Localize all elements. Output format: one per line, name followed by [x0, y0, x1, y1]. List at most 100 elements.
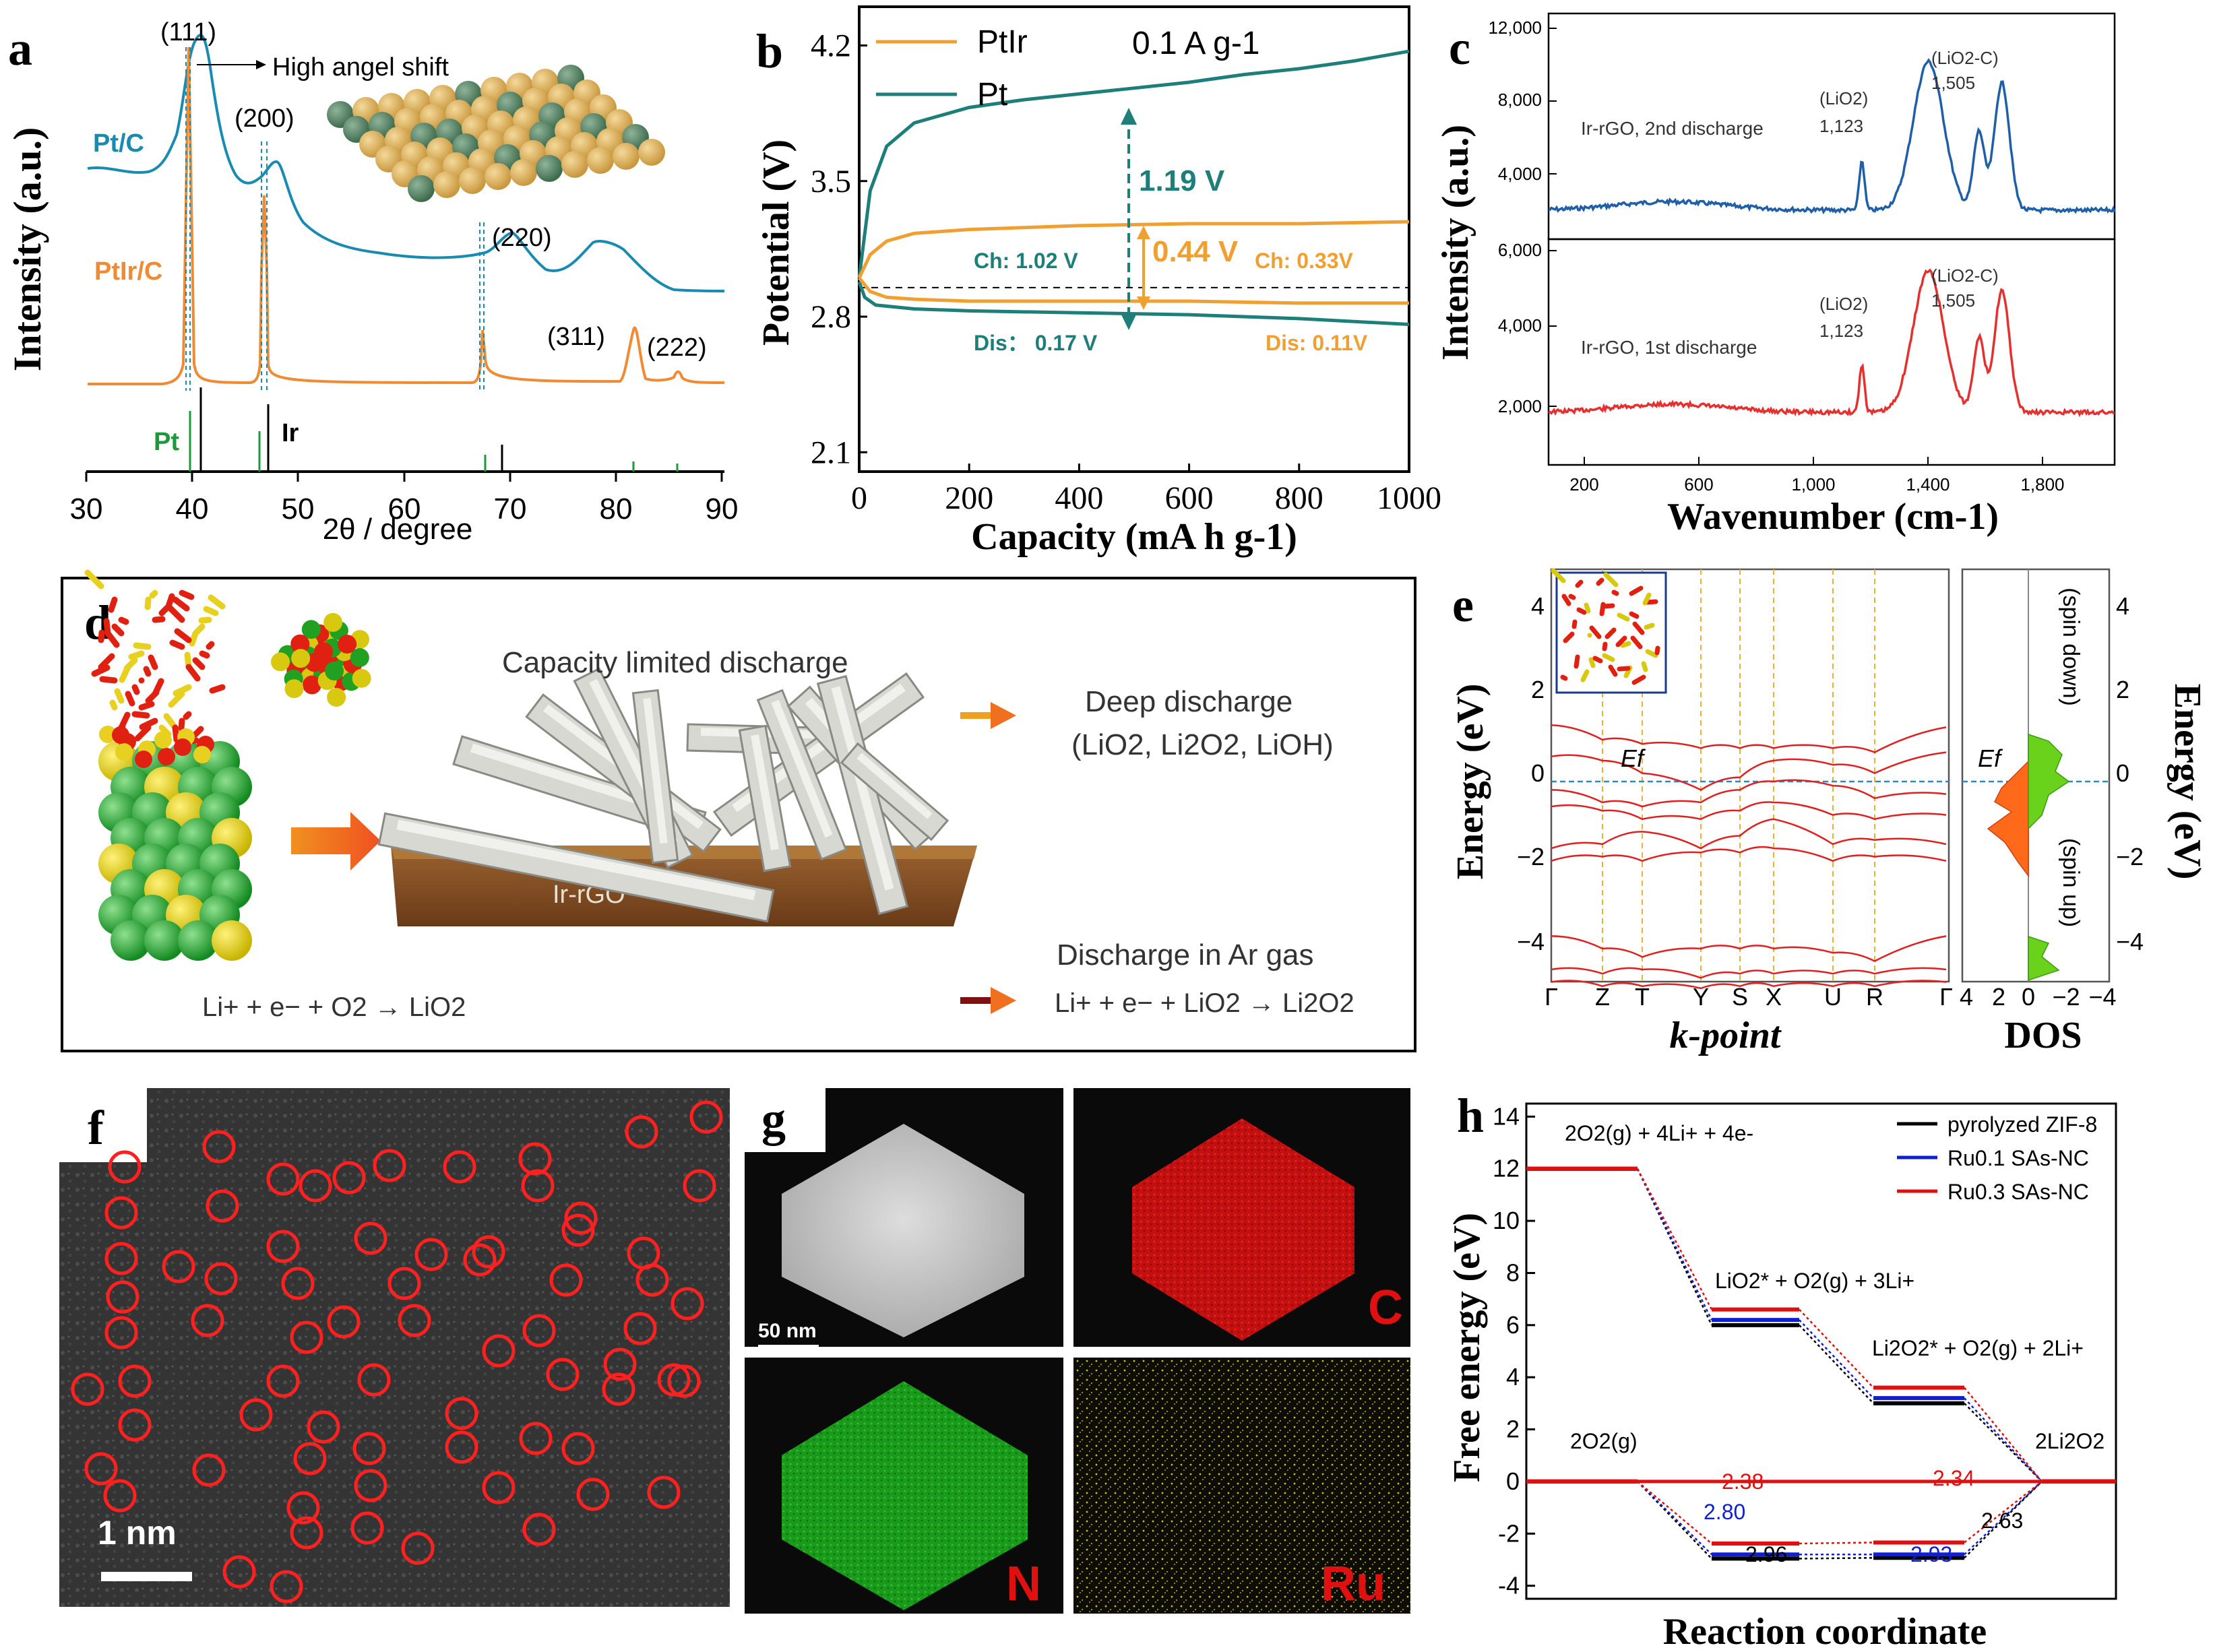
atom-circle-marker — [635, 1263, 669, 1297]
single-atom-markers — [71, 1100, 723, 1603]
gap-pt: 1.19 V — [1139, 164, 1225, 197]
reaction-1: Li+ + e− + O2 → LiO2 — [202, 992, 466, 1022]
link-atom — [193, 746, 211, 763]
bond — [173, 684, 192, 697]
atom-circle-marker — [671, 1287, 704, 1321]
bond — [193, 623, 206, 635]
atom-circle-marker — [373, 1149, 406, 1182]
ch-ptir: Ch: 0.33V — [1255, 249, 1353, 273]
h-ytick-label: 2 — [1506, 1416, 1520, 1443]
link-atom — [112, 726, 129, 744]
ru-map-label: Ru — [1321, 1557, 1385, 1611]
panel-a: a 30 40 50 60 70 80 90 2θ / degree Inten… — [5, 18, 738, 546]
inset-bond — [1631, 674, 1646, 685]
panel-d: d Ir-rGO Capacity limited discharge Deep… — [61, 569, 1416, 1052]
dos-spin-down-low — [2028, 935, 2060, 982]
bond — [152, 616, 166, 623]
svg-text:8,000: 8,000 — [1498, 90, 1542, 110]
cluster-atom — [301, 620, 321, 639]
link-atom — [99, 726, 117, 743]
inset-bond — [1589, 625, 1602, 639]
atom-circle-marker — [667, 1364, 701, 1398]
svg-text:4: 4 — [2116, 592, 2129, 620]
inset-bond — [1617, 612, 1630, 622]
panel-f-label-box — [59, 1088, 147, 1162]
bond — [149, 590, 158, 599]
band-line — [1551, 779, 1947, 808]
svg-text:600: 600 — [1684, 474, 1713, 495]
svg-text:−2: −2 — [2116, 843, 2144, 870]
panel-c: c 12,000 8,000 4,000 6,000 4,000 2,000 200 60… — [1435, 12, 2116, 538]
inset-bond — [1602, 653, 1615, 662]
h-ytick-label: 4 — [1506, 1363, 1520, 1391]
atom-circle-marker — [354, 1469, 387, 1502]
reaction-2: Li+ + e− + LiO2 → Li2O2 — [1055, 988, 1354, 1018]
link-atom — [154, 731, 172, 749]
atom-circle-marker — [162, 1250, 195, 1283]
panel-b-frame — [858, 5, 1410, 473]
atom-circle-marker — [202, 1130, 236, 1164]
cluster-atom — [350, 648, 369, 668]
cluster-atom — [325, 662, 344, 681]
h-connector — [1964, 1402, 2043, 1482]
inset-bond — [1576, 607, 1587, 615]
ru-map — [1073, 1358, 1410, 1614]
atom-circle-marker — [104, 1316, 138, 1349]
rate-label: 0.1 A g-1 — [1132, 26, 1260, 61]
peak-222: (222) — [647, 333, 707, 362]
dos-axis-label: DOS — [2004, 1015, 2082, 1056]
dos-tick-2: 2 — [1992, 983, 2005, 1011]
bond — [138, 701, 155, 711]
peak-220: (220) — [492, 224, 552, 252]
branch-bottom-arrowhead — [991, 987, 1016, 1014]
atom-circle-marker — [106, 1280, 139, 1314]
inset-bond — [1629, 611, 1640, 619]
peak-111: (111) — [160, 18, 216, 46]
ir-atom — [408, 175, 435, 202]
panel-c-y-ticks: 12,000 8,000 4,000 6,000 4,000 2,000 — [1488, 18, 1542, 416]
discharge-rods — [377, 667, 949, 923]
panel-h-y-label: Free energy (eV) — [1446, 1213, 1488, 1482]
b-xtick-label: 200 — [945, 480, 993, 516]
dos-tick-m4: −4 — [2088, 983, 2116, 1011]
svg-text:0: 0 — [2116, 759, 2129, 787]
state-final: 2Li2O2 — [2035, 1429, 2105, 1453]
inset-bond — [1641, 661, 1648, 672]
h-ytick-label: -2 — [1498, 1519, 1520, 1547]
stem-image — [59, 1088, 730, 1607]
band-line — [1551, 980, 1947, 990]
atom-circle-marker — [204, 1262, 238, 1296]
panel-c-bottom-frame — [1547, 238, 2116, 466]
a-xtick-30: 30 — [70, 493, 103, 526]
panel-d-title: Capacity limited discharge — [502, 646, 848, 679]
h-connector — [1636, 1168, 1713, 1310]
bond — [98, 653, 115, 670]
bond — [139, 718, 158, 730]
inset-bond — [1611, 590, 1619, 596]
atom-circle-marker — [266, 1162, 300, 1196]
atom-circle-marker — [463, 1243, 497, 1277]
b-ytick-label: 2.1 — [811, 435, 851, 470]
alloy-slab-inset — [327, 65, 665, 202]
panel-c-y-label: Intensity (a.u.) — [1435, 125, 1476, 360]
bond — [203, 606, 219, 616]
panel-c-label: c — [1449, 21, 1470, 75]
h-ytick-label: 14 — [1493, 1102, 1520, 1130]
product-rod — [380, 815, 772, 920]
c-top-peak2: (LiO2-C) — [1931, 48, 1999, 68]
panel-b-plot — [857, 49, 1410, 326]
c-map-particle — [1132, 1118, 1354, 1341]
atom-circle-marker — [401, 1531, 435, 1565]
atom-circle-marker — [561, 1432, 595, 1465]
inset-bond — [1571, 619, 1578, 629]
atom-circle-marker — [414, 1238, 448, 1271]
inset-bond — [1551, 568, 1566, 583]
c-top-peak2-pos: 1,505 — [1931, 73, 1975, 93]
k-gamma-end: Γ — [1939, 983, 1953, 1011]
inset-bond — [1617, 666, 1631, 672]
rod-highlight — [831, 686, 894, 891]
atom-circle-marker — [576, 1478, 610, 1511]
dos-spin-down-fill — [2028, 733, 2070, 830]
panel-b: b 0 200 400 600 800 1000 2.1 2.8 3.5 4.2 Capacity… — [755, 5, 1441, 558]
